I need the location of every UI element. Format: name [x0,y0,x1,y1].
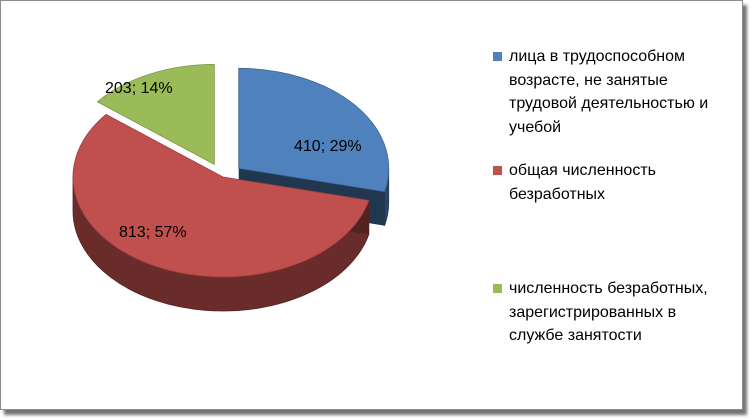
pie-slice-2 [72,113,370,278]
legend-label-1: лица в трудоспособном возрасте, не занят… [509,48,709,136]
data-label-slice-1: 410; 29% [294,138,362,155]
legend-swatch-3 [493,284,502,293]
chart-frame: 410; 29% 813; 57% 203; 14% лица в трудос… [0,0,743,410]
legend-swatch-2 [493,166,502,175]
legend-label-2: общая численность безработных [509,162,656,203]
pie-slice-1 [238,67,390,193]
pie-chart: 410; 29% 813; 57% 203; 14% [72,63,390,312]
pie-slice-3 [96,63,215,166]
data-label-slice-3: 203; 14% [105,80,173,97]
data-label-slice-2: 813; 57% [119,224,187,241]
legend-swatch-1 [493,52,502,61]
legend-label-3: численность безработных, зарегистрирован… [509,280,708,344]
